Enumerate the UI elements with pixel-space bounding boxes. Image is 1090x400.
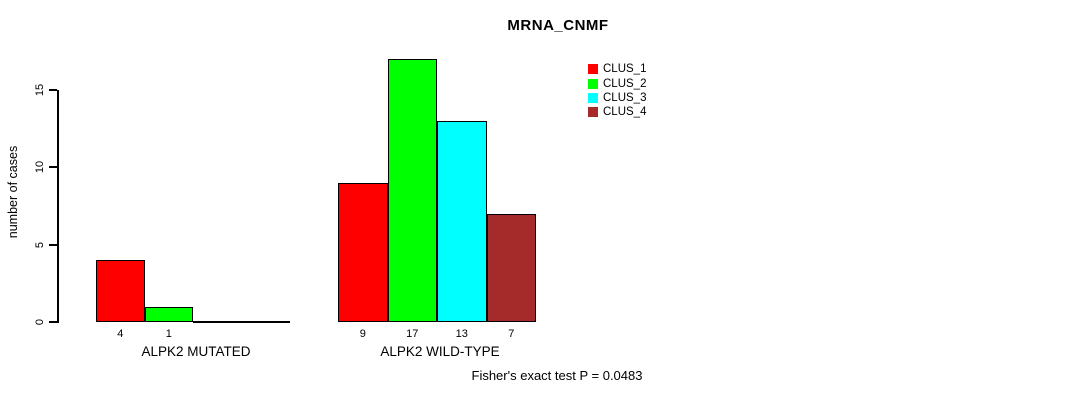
- legend-label: CLUS_3: [603, 91, 647, 104]
- legend-row: CLUS_1: [588, 62, 646, 76]
- y-axis-title: number of cases: [6, 145, 20, 239]
- bar-value-label: 1: [165, 328, 172, 340]
- bar-clus_2-group0: [144, 306, 193, 322]
- legend-label: CLUS_4: [603, 106, 647, 119]
- legend-swatch-clus-1: [588, 64, 598, 75]
- x-category-label: ALPK2 WILD-TYPE: [380, 344, 500, 359]
- bar-clus_2-group1: [387, 59, 437, 322]
- chart-title: MRNA_CNMF: [507, 17, 609, 34]
- legend-label: CLUS_1: [603, 63, 647, 76]
- y-tick-mark: [49, 89, 57, 91]
- y-tick-label: 15: [34, 83, 46, 97]
- legend-row: CLUS_2: [588, 76, 646, 90]
- bar-clus_1-group1: [338, 182, 388, 322]
- bar-clus_4-group1: [486, 213, 536, 322]
- bar-value-label: 17: [406, 328, 419, 340]
- y-tick-label: 10: [34, 160, 46, 174]
- zero-bar-clus_4-group0: [241, 320, 290, 323]
- y-tick-mark: [49, 244, 57, 246]
- y-axis-line: [57, 90, 59, 323]
- legend: CLUS_1 CLUS_2 CLUS_3 CLUS_4: [588, 62, 646, 120]
- bar-value-label: 7: [508, 328, 515, 340]
- legend-swatch-clus-4: [588, 107, 598, 118]
- bar-value-label: 9: [359, 328, 366, 340]
- y-tick-label: 0: [34, 318, 46, 326]
- zero-bar-clus_3-group0: [193, 320, 242, 323]
- bar-value-label: 4: [117, 328, 124, 340]
- legend-swatch-clus-3: [588, 92, 598, 103]
- legend-swatch-clus-2: [588, 78, 598, 89]
- bar-value-label: 13: [455, 328, 468, 340]
- bar-clus_3-group1: [437, 120, 487, 322]
- fisher-test-annotation: Fisher's exact test P = 0.0483: [471, 368, 643, 383]
- legend-row: CLUS_4: [588, 105, 646, 119]
- y-tick-mark: [49, 321, 57, 323]
- y-tick-mark: [49, 166, 57, 168]
- y-tick-label: 5: [34, 241, 46, 249]
- x-category-label: ALPK2 MUTATED: [141, 344, 251, 359]
- legend-label: CLUS_2: [603, 77, 647, 90]
- legend-row: CLUS_3: [588, 91, 646, 105]
- bar-clus_1-group0: [96, 260, 145, 322]
